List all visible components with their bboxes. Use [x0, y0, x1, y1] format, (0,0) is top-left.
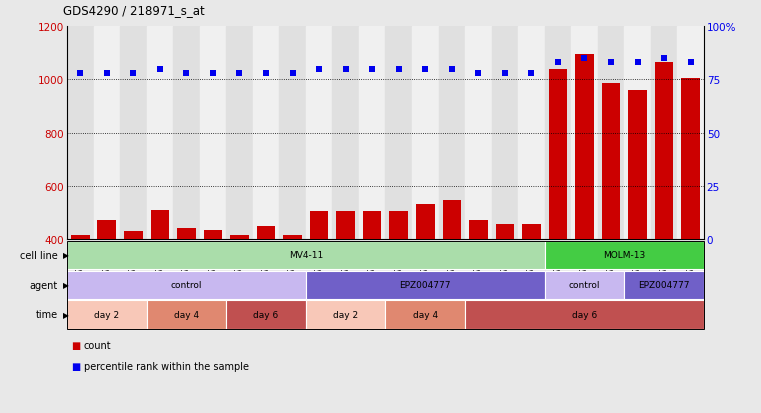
Text: ▶: ▶ [63, 251, 69, 260]
Bar [120, 27, 147, 240]
Bar [412, 27, 438, 240]
Bar [598, 27, 624, 240]
Bar [575, 55, 594, 346]
Bar [230, 235, 249, 346]
Text: MV4-11: MV4-11 [288, 251, 323, 260]
Text: ■: ■ [71, 361, 80, 371]
Text: cell line: cell line [20, 250, 58, 260]
Bar [465, 27, 492, 240]
Bar [177, 229, 196, 346]
Bar [226, 27, 253, 240]
Bar [363, 211, 381, 346]
Text: ▶: ▶ [63, 310, 69, 319]
Bar [442, 201, 461, 346]
Bar [651, 27, 677, 240]
Bar [71, 235, 90, 346]
Point [473, 70, 485, 77]
Text: day 6: day 6 [253, 310, 279, 319]
Point [260, 70, 272, 77]
Text: day 4: day 4 [412, 310, 438, 319]
Bar [654, 63, 673, 346]
Bar [545, 27, 572, 240]
Point [525, 70, 537, 77]
Text: control: control [170, 280, 202, 290]
Bar [279, 27, 306, 240]
Bar [97, 221, 116, 346]
Bar [522, 225, 541, 346]
Point [100, 70, 113, 77]
Point [74, 70, 86, 77]
Bar [386, 27, 412, 240]
Text: MOLM-13: MOLM-13 [603, 251, 645, 260]
Point [498, 70, 511, 77]
Bar [336, 211, 355, 346]
Point [552, 60, 564, 66]
Bar [174, 27, 199, 240]
Bar [677, 27, 704, 240]
Text: EPZ004777: EPZ004777 [400, 280, 451, 290]
Bar [310, 211, 329, 346]
Bar [204, 230, 222, 346]
Bar [333, 27, 359, 240]
Bar [94, 27, 120, 240]
Bar [518, 27, 545, 240]
Bar [549, 69, 567, 346]
Bar [151, 210, 169, 346]
Point [685, 60, 697, 66]
Bar [572, 27, 598, 240]
Bar [253, 27, 279, 240]
Bar [416, 205, 435, 346]
Bar [390, 211, 408, 346]
Text: ▶: ▶ [63, 280, 69, 290]
Bar [681, 79, 700, 346]
Text: control: control [568, 280, 600, 290]
Bar [629, 90, 647, 346]
Bar [624, 27, 651, 240]
Bar [438, 27, 465, 240]
Bar [469, 221, 488, 346]
Point [286, 70, 298, 77]
Point [313, 66, 325, 73]
Bar [283, 235, 302, 346]
Bar [199, 27, 226, 240]
Text: EPZ004777: EPZ004777 [638, 280, 690, 290]
Text: day 2: day 2 [94, 310, 119, 319]
Point [632, 60, 644, 66]
Text: day 4: day 4 [174, 310, 199, 319]
Point [658, 55, 670, 62]
Text: day 2: day 2 [333, 310, 358, 319]
Point [234, 70, 246, 77]
Bar [256, 226, 275, 346]
Text: percentile rank within the sample: percentile rank within the sample [84, 361, 249, 371]
Bar [492, 27, 518, 240]
Bar [124, 232, 142, 346]
Bar [306, 27, 333, 240]
Point [419, 66, 431, 73]
Text: count: count [84, 340, 111, 350]
Point [605, 60, 617, 66]
Text: ■: ■ [71, 340, 80, 350]
Point [154, 66, 166, 73]
Bar [359, 27, 386, 240]
Point [180, 70, 193, 77]
Point [446, 66, 458, 73]
Point [578, 55, 591, 62]
Point [366, 66, 378, 73]
Text: day 6: day 6 [572, 310, 597, 319]
Text: GDS4290 / 218971_s_at: GDS4290 / 218971_s_at [63, 4, 205, 17]
Text: agent: agent [30, 280, 58, 290]
Text: time: time [36, 310, 58, 320]
Bar [602, 84, 620, 346]
Point [393, 66, 405, 73]
Point [339, 66, 352, 73]
Bar [147, 27, 174, 240]
Point [207, 70, 219, 77]
Point [127, 70, 139, 77]
Bar [495, 225, 514, 346]
Bar [67, 27, 94, 240]
